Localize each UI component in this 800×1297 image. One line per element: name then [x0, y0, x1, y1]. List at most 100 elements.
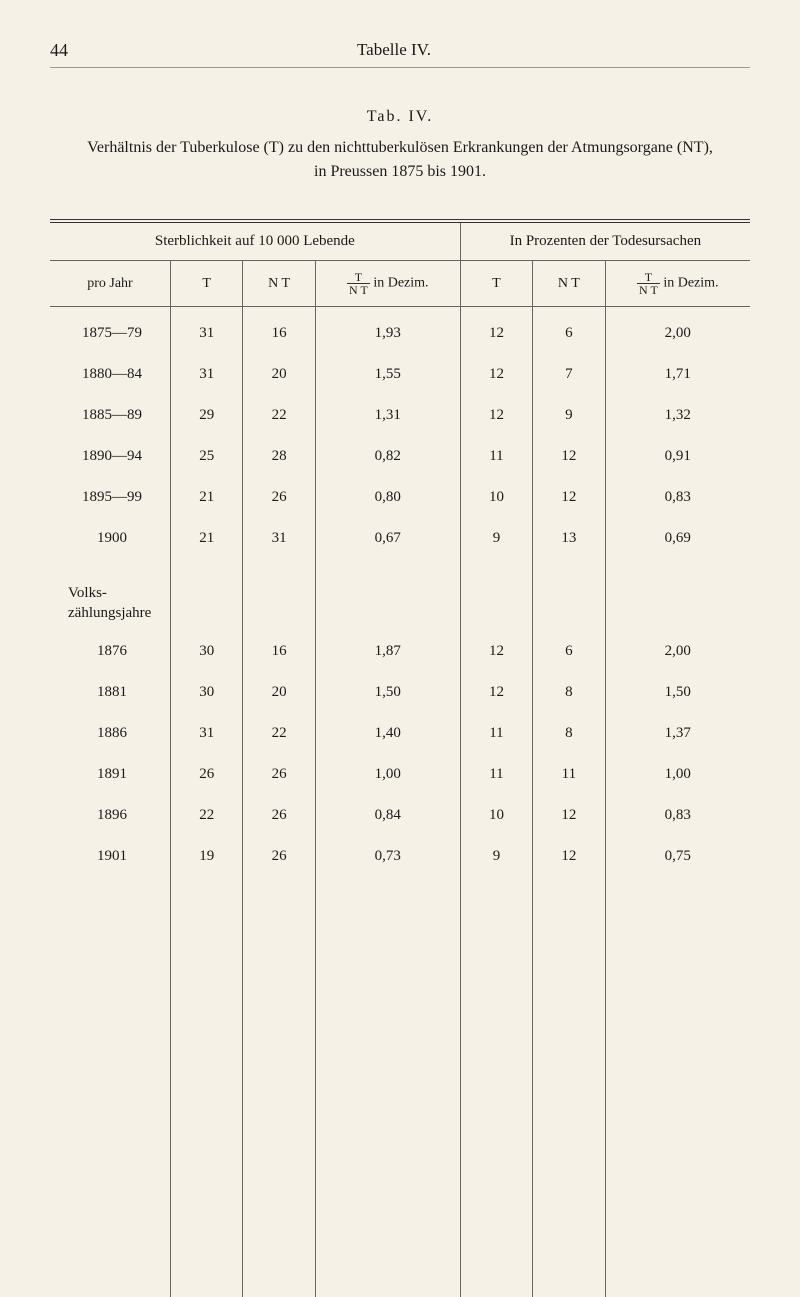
- col-header-ratio2: TN T in Dezim.: [605, 261, 750, 307]
- table-cell: 22: [170, 795, 242, 836]
- table-cell: 31: [170, 354, 242, 395]
- table-row: 188631221,401181,37: [50, 713, 750, 754]
- table-cell: 16: [243, 631, 315, 672]
- table-cell: 22: [243, 395, 315, 436]
- table-cell: 19: [170, 836, 242, 877]
- table-cell: 21: [170, 518, 242, 559]
- table-cell: 1,40: [315, 713, 460, 754]
- table-row: 1890—9425280,8211120,91: [50, 436, 750, 477]
- table-cell: 2,00: [605, 307, 750, 355]
- table-cell: 1,37: [605, 713, 750, 754]
- table-cell: 9: [533, 395, 605, 436]
- col-header-t1: T: [170, 261, 242, 307]
- table-cell: 0,82: [315, 436, 460, 477]
- group-header-left: Sterblichkeit auf 10 000 Lebende: [50, 223, 460, 261]
- table-cell: 1900: [50, 518, 170, 559]
- table-cell: 0,75: [605, 836, 750, 877]
- section-label-cell: Volks-zählungsjahre: [50, 559, 170, 631]
- table-cell: 1901: [50, 836, 170, 877]
- table-cell: 1886: [50, 713, 170, 754]
- table-cell: 0,73: [315, 836, 460, 877]
- table-cell: 1876: [50, 631, 170, 672]
- table-cell: 7: [533, 354, 605, 395]
- table-cell: 12: [533, 836, 605, 877]
- table-cell: 1,00: [605, 754, 750, 795]
- table-cell: 12: [460, 395, 532, 436]
- table-cell: 2,00: [605, 631, 750, 672]
- table-cell: 20: [243, 672, 315, 713]
- table-cell: 12: [533, 436, 605, 477]
- table-cell: 6: [533, 307, 605, 355]
- table-cell: 1,87: [315, 631, 460, 672]
- table-cell: 21: [170, 477, 242, 518]
- table-cell: 31: [170, 307, 242, 355]
- table-cell: 1,50: [315, 672, 460, 713]
- table-cell: 1,00: [315, 754, 460, 795]
- table-row: 190021310,679130,69: [50, 518, 750, 559]
- table-cell: 0,91: [605, 436, 750, 477]
- table-cell: 10: [460, 795, 532, 836]
- table-cell: 13: [533, 518, 605, 559]
- table-cell: 25: [170, 436, 242, 477]
- table-cell: 12: [460, 354, 532, 395]
- table-cell: 0,67: [315, 518, 460, 559]
- table-cell: 1880—84: [50, 354, 170, 395]
- table-row: 1880—8431201,551271,71: [50, 354, 750, 395]
- table-row: 189622260,8410120,83: [50, 795, 750, 836]
- table-cell: 26: [243, 836, 315, 877]
- table-cell: 12: [460, 672, 532, 713]
- table-row: 1875—7931161,931262,00: [50, 307, 750, 355]
- table-cell: 20: [243, 354, 315, 395]
- col-header-t2: T: [460, 261, 532, 307]
- empty-row: [50, 877, 750, 1297]
- table-row: 1895—9921260,8010120,83: [50, 477, 750, 518]
- table-cell: 1896: [50, 795, 170, 836]
- table-cell: 22: [243, 713, 315, 754]
- table-cell: 31: [170, 713, 242, 754]
- header-title: Tabelle IV.: [68, 40, 750, 61]
- table-cell: 10: [460, 477, 532, 518]
- table-row: 187630161,871262,00: [50, 631, 750, 672]
- table-cell: 0,69: [605, 518, 750, 559]
- table-cell: 1895—99: [50, 477, 170, 518]
- col-header-ratio1: TN T in Dezim.: [315, 261, 460, 307]
- table-title: Tab. IV.: [50, 108, 750, 126]
- table-row: 189126261,0011111,00: [50, 754, 750, 795]
- table-cell: 1,31: [315, 395, 460, 436]
- table-cell: 28: [243, 436, 315, 477]
- table-cell: 11: [460, 436, 532, 477]
- table-cell: 31: [243, 518, 315, 559]
- table-row: 190119260,739120,75: [50, 836, 750, 877]
- table-cell: 8: [533, 713, 605, 754]
- table-cell: 1875—79: [50, 307, 170, 355]
- table-cell: 9: [460, 518, 532, 559]
- table-cell: 1890—94: [50, 436, 170, 477]
- data-table-container: Sterblichkeit auf 10 000 Lebende In Proz…: [50, 219, 750, 1297]
- table-cell: 1891: [50, 754, 170, 795]
- table-cell: 11: [460, 754, 532, 795]
- table-cell: 12: [533, 795, 605, 836]
- table-cell: 26: [170, 754, 242, 795]
- table-cell: 29: [170, 395, 242, 436]
- table-cell: 6: [533, 631, 605, 672]
- table-cell: 1,32: [605, 395, 750, 436]
- table-cell: 16: [243, 307, 315, 355]
- table-cell: 11: [533, 754, 605, 795]
- table-cell: 30: [170, 672, 242, 713]
- table-cell: 0,83: [605, 477, 750, 518]
- table-cell: 0,84: [315, 795, 460, 836]
- table-cell: 26: [243, 754, 315, 795]
- table-cell: 30: [170, 631, 242, 672]
- col-header-year: pro Jahr: [50, 261, 170, 307]
- table-cell: 11: [460, 713, 532, 754]
- table-cell: 12: [460, 631, 532, 672]
- table-cell: 1,55: [315, 354, 460, 395]
- group-header-right: In Prozenten der Todesursachen: [460, 223, 750, 261]
- table-cell: 1,50: [605, 672, 750, 713]
- table-cell: 8: [533, 672, 605, 713]
- table-row: 188130201,501281,50: [50, 672, 750, 713]
- table-cell: 1,71: [605, 354, 750, 395]
- table-cell: 12: [460, 307, 532, 355]
- table-cell: 9: [460, 836, 532, 877]
- table-row: 1885—8929221,311291,32: [50, 395, 750, 436]
